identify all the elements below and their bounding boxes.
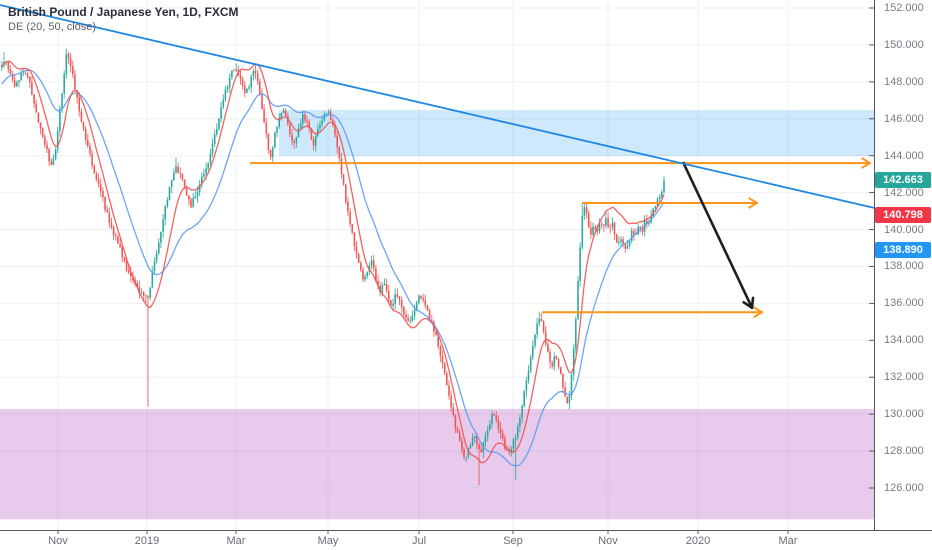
y-axis-label: 128.000 <box>884 445 924 458</box>
ma-slow-line[interactable] <box>1 69 665 467</box>
resistance-arrow-middle[interactable] <box>582 197 758 209</box>
supply-zone[interactable] <box>279 110 874 157</box>
descending-trendline[interactable] <box>0 4 875 209</box>
x-axis-label: Jul <box>411 535 427 547</box>
y-axis-label: 146.000 <box>884 112 924 125</box>
y-axis-label: 126.000 <box>884 481 924 494</box>
indicator-label[interactable]: DE (20, 50, close) <box>8 21 97 33</box>
y-axis-label: 152.000 <box>884 2 924 14</box>
x-axis-label: Nov <box>598 535 618 547</box>
y-axis-label: 148.000 <box>884 75 924 88</box>
support-arrow-lower[interactable] <box>542 306 763 318</box>
x-axis-label: Sep <box>503 535 523 547</box>
y-axis-label: 138.000 <box>884 260 924 273</box>
symbol-title[interactable]: British Pound / Japanese Yen, 1D, FXCM <box>8 5 239 19</box>
projection-arrow[interactable] <box>681 161 755 310</box>
ma-slow-price-label: 138.890 <box>875 242 931 259</box>
demand-zone[interactable] <box>0 408 874 520</box>
y-axis-label: 134.000 <box>884 334 924 347</box>
y-axis-label: 132.000 <box>884 371 924 384</box>
y-axis-label: 142.000 <box>884 186 924 199</box>
resistance-arrow-upper[interactable] <box>250 157 871 169</box>
x-axis-label: Nov <box>48 535 68 547</box>
y-axis-label: 144.000 <box>884 149 924 162</box>
chart-legend: British Pound / Japanese Yen, 1D, FXCM D… <box>8 5 239 35</box>
axis-ticks <box>57 7 874 534</box>
y-axis-label: 150.000 <box>884 38 924 51</box>
time-axis[interactable]: Nov 2019 Mar May Jul Sep Nov 2020 Mar <box>0 530 932 550</box>
y-axis-label: 136.000 <box>884 297 924 310</box>
y-axis-label: 130.000 <box>884 408 924 421</box>
x-axis-label: 2020 <box>685 535 711 547</box>
last-price-label: 142.663 <box>875 172 931 189</box>
x-axis-label: Mar <box>226 535 246 547</box>
y-axis-label: 140.000 <box>884 223 924 236</box>
ma-fast-price-label: 140.798 <box>875 206 931 223</box>
price-axis[interactable]: 152.000 150.000 148.000 146.000 144.000 142.0… <box>874 0 932 550</box>
x-axis-label: Mar <box>778 535 798 547</box>
candlestick-series <box>1 48 665 486</box>
x-axis-label: 2019 <box>134 535 160 547</box>
x-axis-label: May <box>317 535 339 547</box>
ma-fast-line[interactable] <box>1 60 665 464</box>
gridlines <box>0 0 874 530</box>
